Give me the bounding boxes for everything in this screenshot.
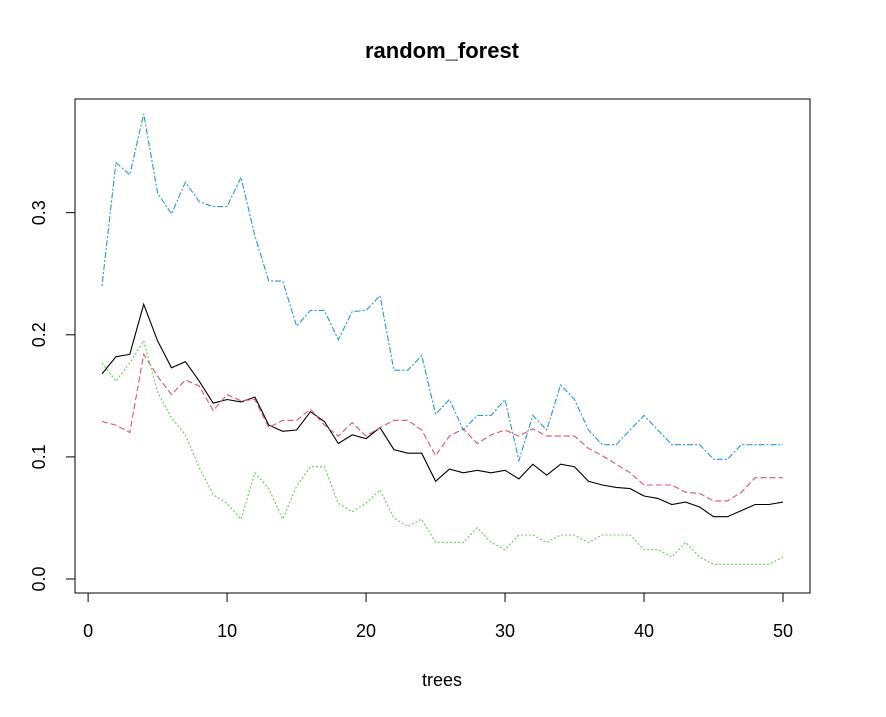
series-line-1 [101, 302, 784, 518]
x-tick-label: 30 [495, 621, 515, 641]
y-tick-label: 0.1 [29, 444, 49, 469]
y-tick-label: 0.3 [29, 200, 49, 225]
x-tick-label: 40 [634, 621, 654, 641]
y-tick-label: 0.2 [29, 322, 49, 347]
plot-frame [74, 98, 811, 594]
x-tick-label: 0 [83, 621, 93, 641]
series-line-3 [101, 339, 784, 565]
x-axis-label: trees [422, 670, 462, 690]
series-line-2 [101, 352, 783, 502]
series-line-4 [101, 113, 783, 463]
x-axis: 0 10 20 30 40 50 [83, 592, 793, 641]
x-tick-label: 10 [217, 621, 237, 641]
chart-title: random_forest [365, 38, 520, 63]
x-tick-label: 50 [773, 621, 793, 641]
series-layer [101, 113, 784, 565]
y-tick-label: 0.0 [29, 566, 49, 591]
x-tick-label: 20 [356, 621, 376, 641]
y-axis: 0.0 0.1 0.2 0.3 [29, 200, 76, 592]
